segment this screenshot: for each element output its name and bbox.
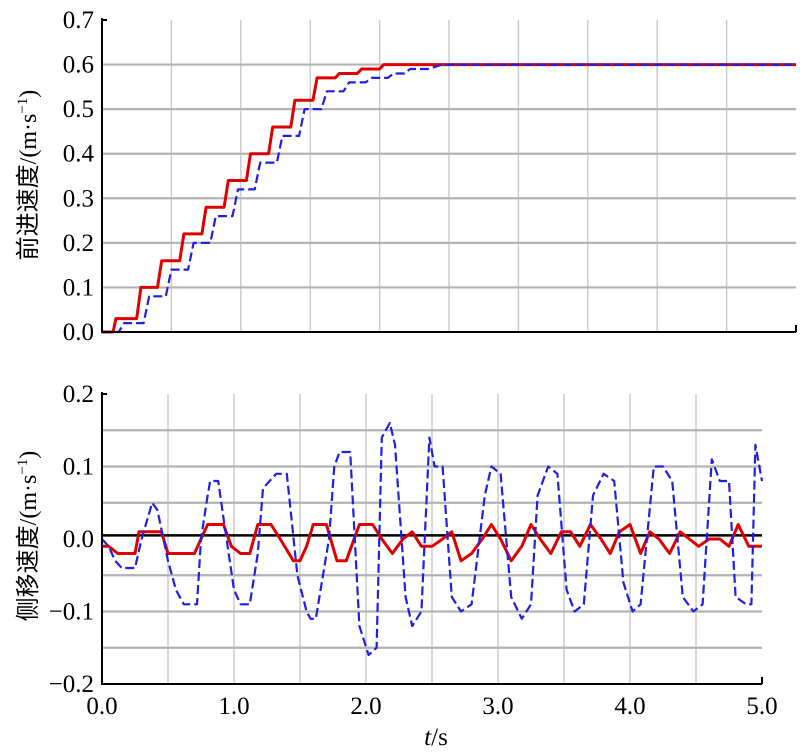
top-y-tick-label: 0.4 (63, 141, 95, 168)
x-tick-label: 0.0 (86, 693, 117, 720)
bot-y-tick-label: 0.0 (63, 526, 94, 553)
x-tick-label: 2.0 (350, 693, 381, 720)
top-y-tick-label: 0.5 (63, 96, 94, 123)
top-axes (101, 18, 797, 333)
bottom-horizontal-grid (102, 429, 762, 649)
bottom-y-tick-labels: −0.2 −0.1 0.0 0.1 0.2 (49, 381, 94, 698)
top-y-tick-label: 0.2 (63, 230, 94, 257)
bot-y-tick-label: 0.2 (63, 381, 94, 408)
bottom-series-group (101, 421, 764, 657)
top-series-blue-dashed-line (102, 63, 796, 334)
top-y-tick-label: 0.7 (63, 7, 94, 34)
top-y-tick-label: 0.3 (63, 185, 94, 212)
x-tick-label: 3.0 (482, 693, 513, 720)
top-series-red-solid-line (102, 63, 796, 334)
top-y-tick-label: 0.0 (63, 319, 94, 346)
x-tick-label: 1.0 (218, 693, 249, 720)
top-series-group (102, 63, 796, 334)
forward-velocity-chart: 0.0 0.1 0.2 0.3 0.4 0.5 0.6 0.7 前进速度/(m·s−1) (15, 7, 797, 346)
top-y-axis-label: 前进速度/(m·s−1) (15, 90, 42, 261)
top-vertical-grid (170, 20, 728, 332)
bot-y-tick-label: −0.1 (49, 599, 94, 626)
top-y-tick-label: 0.1 (63, 274, 94, 301)
bottom-vertical-grid (167, 394, 697, 684)
bot-y-tick-label: 0.1 (63, 454, 94, 481)
bottom-y-axis-label: 侧移速度/(m·s−1) (15, 451, 42, 622)
x-axis-label: t/s (424, 724, 448, 751)
lateral-velocity-chart: −0.2 −0.1 0.0 0.1 0.2 0.0 1.0 2.0 3.0 4.0 5.0 侧移速… (15, 381, 778, 751)
top-y-tick-label: 0.6 (63, 52, 94, 79)
bot-series-blue-dashed-line (101, 421, 764, 657)
top-y-tick-labels: 0.0 0.1 0.2 0.3 0.4 0.5 0.6 0.7 (63, 7, 95, 346)
x-tick-label: 5.0 (746, 693, 777, 720)
bottom-x-tick-labels: 0.0 1.0 2.0 3.0 4.0 5.0 (86, 693, 777, 720)
x-tick-label: 4.0 (614, 693, 645, 720)
bottom-axes (101, 392, 763, 685)
bot-y-tick-label: −0.2 (49, 671, 94, 698)
